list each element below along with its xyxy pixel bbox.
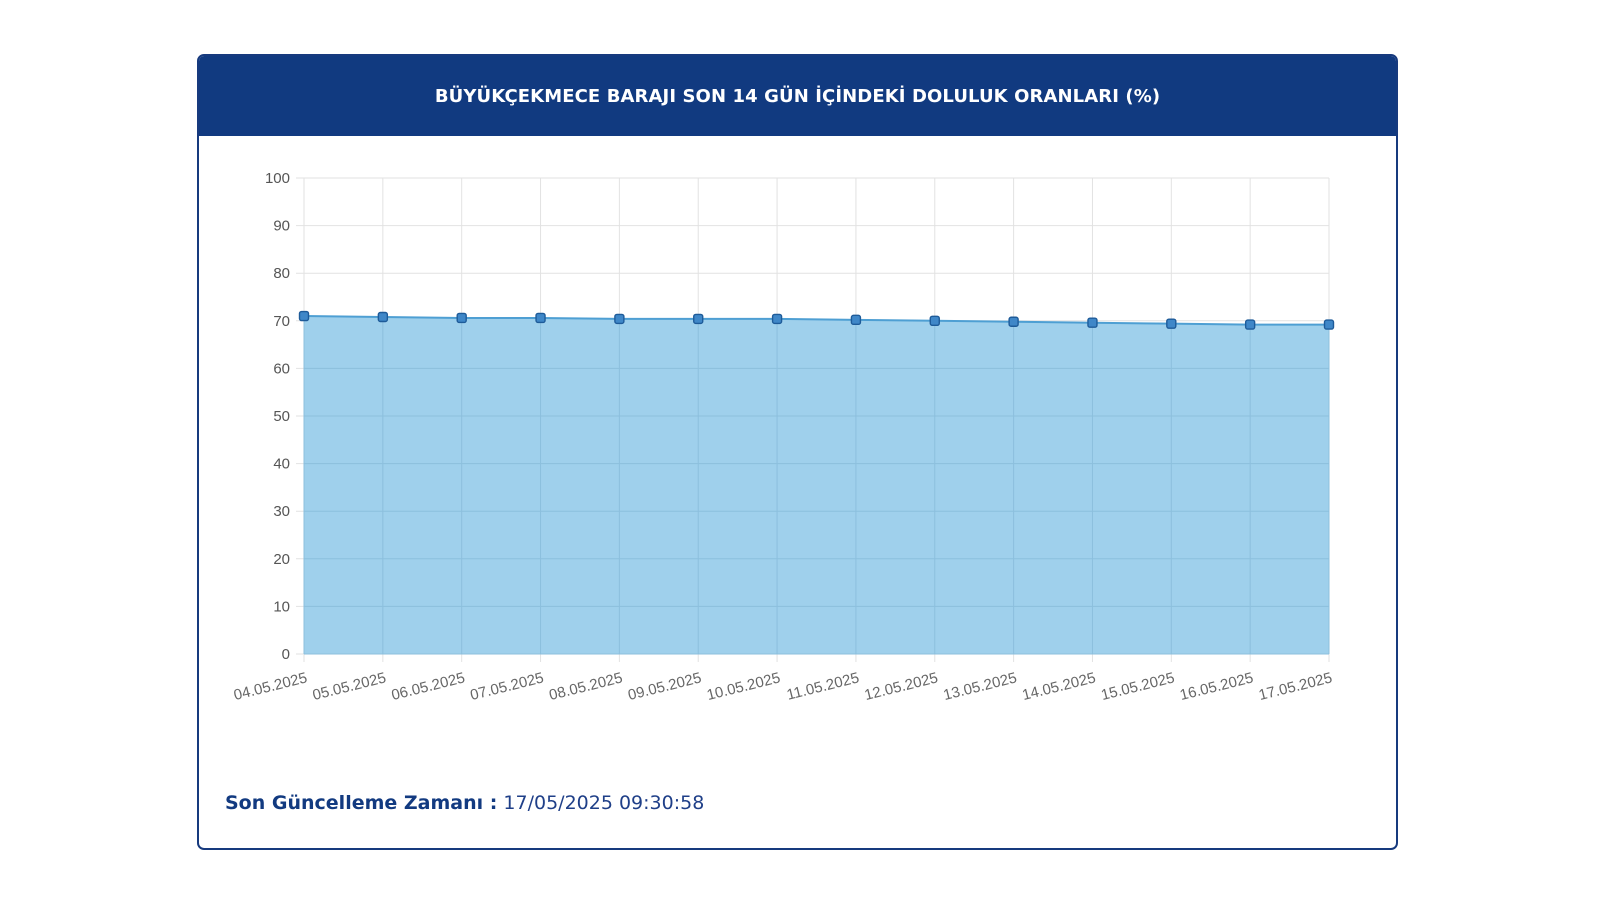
x-tick-label: 11.05.2025 <box>785 669 861 703</box>
y-tick-label: 60 <box>273 360 290 377</box>
data-point <box>456 312 467 324</box>
data-point <box>771 313 783 325</box>
x-axis-ticks: 04.05.2025 05.05.2025 06.05.2025 07.05.2025… <box>232 669 1334 704</box>
y-axis-ticks: 0 10 20 30 40 50 60 70 80 90 100 <box>265 170 290 663</box>
data-points <box>298 310 1335 330</box>
y-tick-label: 20 <box>273 551 290 568</box>
x-tick-label: 15.05.2025 <box>1099 669 1176 704</box>
x-tick-label: 10.05.2025 <box>705 669 782 704</box>
x-tick-label: 13.05.2025 <box>942 669 1019 704</box>
x-tick-label: 06.05.2025 <box>390 669 467 704</box>
y-tick-label: 70 <box>273 313 290 330</box>
x-tick-label: 04.05.2025 <box>232 669 309 704</box>
data-point <box>614 313 625 325</box>
data-point <box>1323 319 1335 330</box>
data-point <box>929 315 940 326</box>
dam-fill-rate-card: BÜYÜKÇEKMECE BARAJI SON 14 GÜN İÇİNDEKİ … <box>197 54 1398 850</box>
data-point <box>1166 318 1177 329</box>
x-tick-label: 12.05.2025 <box>863 669 940 704</box>
y-tick-label: 100 <box>265 170 290 187</box>
data-point <box>693 313 704 325</box>
fill-rate-line <box>303 315 1329 326</box>
data-point <box>298 310 310 322</box>
x-tick-label: 16.05.2025 <box>1178 669 1255 704</box>
card-title: BÜYÜKÇEKMECE BARAJI SON 14 GÜN İÇİNDEKİ … <box>434 85 1161 107</box>
data-point <box>1008 316 1019 327</box>
y-tick-label: 0 <box>282 646 290 663</box>
last-update-label: Son Güncelleme Zamanı : <box>225 792 498 814</box>
x-tick-label: 08.05.2025 <box>547 669 624 704</box>
card-header: BÜYÜKÇEKMECE BARAJI SON 14 GÜN İÇİNDEKİ … <box>199 56 1396 136</box>
y-tick-label: 50 <box>273 408 290 425</box>
data-point <box>377 311 389 323</box>
fill-area <box>304 316 1329 654</box>
data-point <box>1087 317 1098 328</box>
x-tick-label: 05.05.2025 <box>311 669 388 704</box>
fill-rate-area-chart: 0 10 20 30 40 50 60 70 80 90 100 04.05.2025 05.05.2… <box>232 170 1335 704</box>
data-point <box>1244 319 1256 330</box>
y-tick-label: 80 <box>273 265 290 282</box>
x-tick-label: 09.05.2025 <box>626 669 703 704</box>
x-tick-label: 17.05.2025 <box>1257 669 1334 704</box>
last-update-value: 17/05/2025 09:30:58 <box>503 792 705 814</box>
y-tick-label: 30 <box>273 503 290 520</box>
x-tick-label: 14.05.2025 <box>1020 669 1097 704</box>
y-tick-label: 90 <box>273 218 290 235</box>
y-tick-label: 40 <box>273 456 290 473</box>
x-tick-label: 07.05.2025 <box>469 669 546 704</box>
data-point <box>850 314 862 326</box>
data-point <box>535 312 546 324</box>
last-update: Son Güncelleme Zamanı : 17/05/2025 09:30… <box>225 792 704 814</box>
y-tick-label: 10 <box>273 598 290 615</box>
